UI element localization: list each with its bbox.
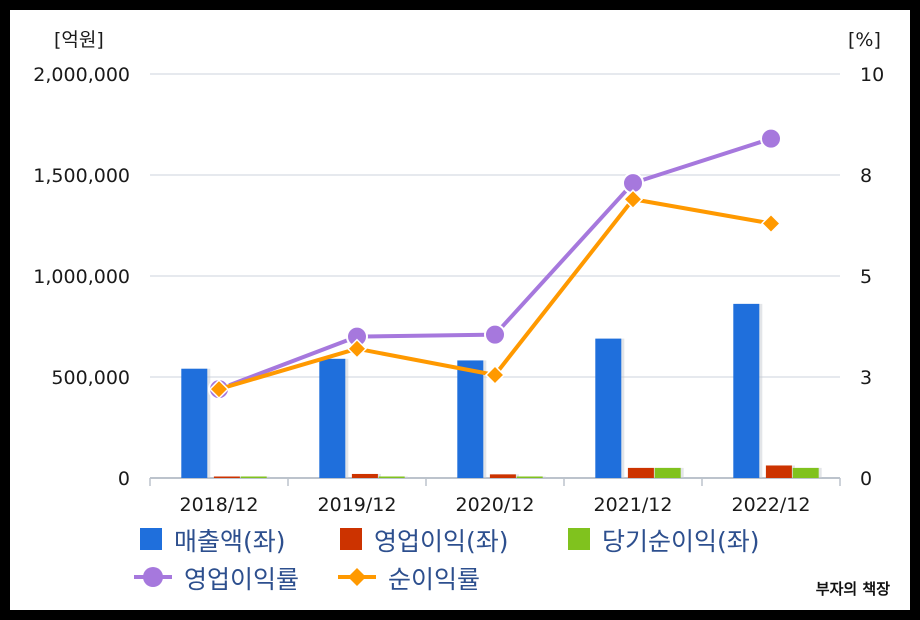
bar	[654, 467, 681, 478]
y-left-tick-label: 500,000	[51, 367, 130, 389]
bar	[765, 465, 792, 478]
bar	[240, 476, 267, 478]
right-axis-unit: [%]	[848, 29, 881, 51]
chart-card: 0 0 500,000 3 1,000,000 5 1,500,000 8 2,000,000 1…	[10, 10, 910, 610]
y-right-tick-label: 5	[860, 266, 872, 288]
legend: 매출액(좌) 영업이익(좌) 당기순이익(좌) 영업이익률 순이익률	[134, 527, 760, 594]
series-line	[218, 136, 772, 391]
y-left-tick-label: 2,000,000	[33, 64, 130, 86]
bar	[457, 360, 484, 478]
y-left-tick-label: 1,500,000	[33, 165, 130, 187]
line-point	[622, 189, 644, 210]
legend-swatch	[140, 528, 162, 550]
bar	[516, 476, 543, 478]
series-line	[218, 197, 772, 392]
left-axis-unit: [억원]	[54, 29, 104, 51]
bar	[213, 476, 240, 478]
y-right-tick-label: 10	[860, 64, 884, 86]
watermark: 부자의 책장	[816, 580, 890, 598]
y-right-tick-label: 3	[860, 367, 872, 389]
line-point	[484, 364, 506, 386]
bar	[595, 338, 622, 478]
line-series	[208, 127, 782, 401]
legend-label: 영업이익률	[184, 565, 299, 594]
x-tick-label: 2020/12	[456, 494, 535, 516]
x-tick-label: 2022/12	[732, 494, 811, 516]
bar	[351, 473, 378, 478]
x-tick-label: 2021/12	[594, 494, 673, 516]
y-left-tick-label: 0	[118, 468, 130, 490]
bar	[733, 303, 760, 478]
x-tick-label: 2019/12	[318, 494, 397, 516]
combo-chart: 0 0 500,000 3 1,000,000 5 1,500,000 8 2,000,000 1…	[33, 29, 890, 598]
line-point	[760, 127, 782, 150]
line-point	[208, 379, 230, 400]
line-point	[484, 323, 506, 346]
axes: 0 0 500,000 3 1,000,000 5 1,500,000 8 2,000,000 1…	[33, 64, 884, 516]
y-right-tick-label: 0	[860, 468, 872, 490]
bar	[378, 476, 405, 478]
bar	[489, 474, 516, 478]
bar	[181, 368, 208, 478]
bar	[792, 467, 819, 478]
line-point	[760, 213, 782, 234]
legend-swatch	[340, 528, 362, 550]
legend-label: 순이익률	[388, 565, 480, 594]
y-left-tick-label: 1,000,000	[33, 266, 130, 288]
y-right-tick-label: 8	[860, 165, 872, 187]
line-point	[346, 338, 368, 359]
legend-swatch	[568, 528, 590, 550]
bar	[627, 467, 654, 478]
legend-marker	[348, 568, 366, 586]
legend-label: 영업이익(좌)	[374, 527, 509, 556]
x-tick-label: 2018/12	[180, 494, 259, 516]
legend-marker	[143, 567, 163, 587]
bar-series	[181, 303, 822, 478]
bar	[319, 358, 346, 478]
legend-label: 매출액(좌)	[174, 527, 286, 556]
legend-label: 당기순이익(좌)	[602, 527, 760, 556]
